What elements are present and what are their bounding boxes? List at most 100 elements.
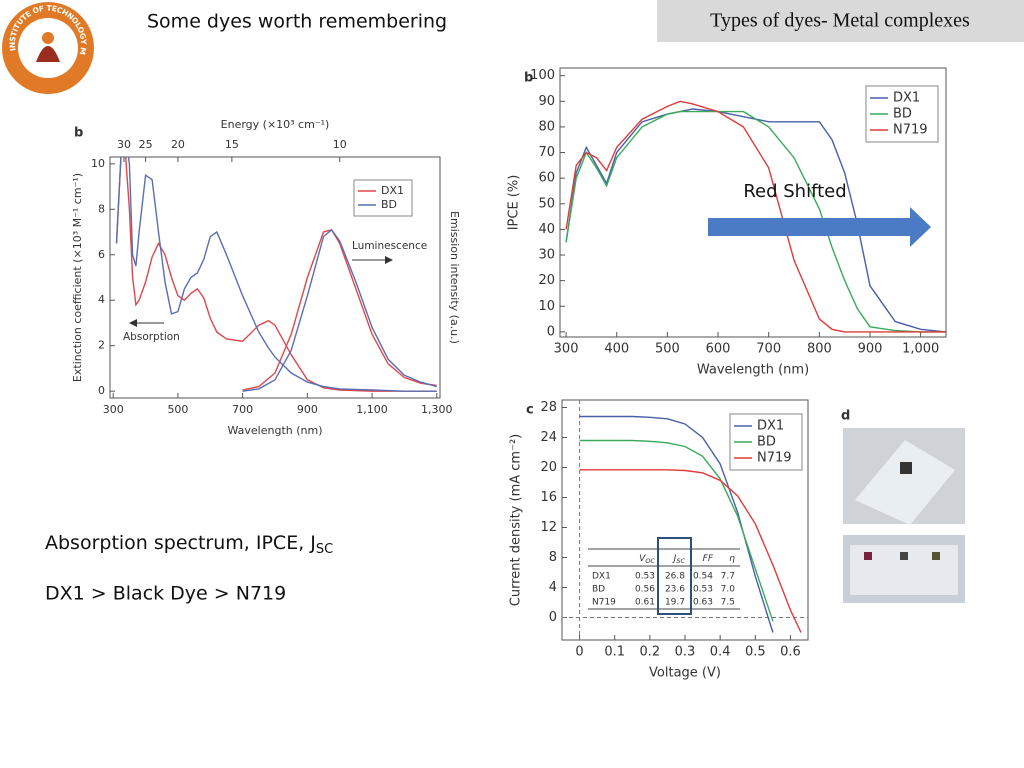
x-tick-label: 0.6 xyxy=(780,645,801,660)
y-tick-label: 16 xyxy=(540,490,557,505)
x-tick-label: 900 xyxy=(297,403,318,416)
legend-label: DX1 xyxy=(893,91,920,106)
legend-label: BD xyxy=(757,435,776,450)
x-tick-label: 300 xyxy=(554,342,579,357)
table-cell: 0.53 xyxy=(693,585,713,595)
x-tick-label: 700 xyxy=(756,342,781,357)
y-tick-label: 70 xyxy=(538,145,555,160)
x-tick-label: 1,300 xyxy=(421,403,453,416)
table-cell: 7.0 xyxy=(721,585,736,595)
note-1-main: Absorption spectrum, IPCE, J xyxy=(45,532,316,554)
legend-label: N719 xyxy=(893,123,928,138)
series-line xyxy=(579,439,774,622)
table-header: JSC xyxy=(672,554,686,566)
y-tick-label: 2 xyxy=(98,339,105,352)
y-tick-label: 24 xyxy=(540,430,557,445)
table-header-main: FF xyxy=(703,554,714,564)
section-box xyxy=(657,0,1024,42)
series-line xyxy=(565,100,946,333)
series-line xyxy=(242,228,437,391)
table-cell: 7.7 xyxy=(721,572,735,582)
x-tick-label: 800 xyxy=(807,342,832,357)
x-axis-label: Wavelength (nm) xyxy=(227,424,322,437)
x-tick-label: 300 xyxy=(103,403,124,416)
annotation: Luminescence xyxy=(352,240,427,252)
y-tick-label: 30 xyxy=(538,248,555,263)
table-header-main: J xyxy=(672,554,677,564)
x-tick-label: 700 xyxy=(232,403,253,416)
table-cell: 0.53 xyxy=(635,572,655,582)
photo-panel-label: d xyxy=(841,409,850,424)
table-header: VOC xyxy=(639,554,655,566)
series-line xyxy=(565,110,946,333)
y-tick-label: 0 xyxy=(549,610,557,625)
table-cell: 19.7 xyxy=(665,598,685,608)
x-tick-label: 900 xyxy=(858,342,883,357)
x-tick-label: 0 xyxy=(575,645,583,660)
photo-cell xyxy=(932,552,940,560)
table-header: η xyxy=(729,554,735,564)
y-tick-label: 28 xyxy=(540,400,557,415)
panel-label: c xyxy=(526,403,534,418)
x-tick-label: 0.2 xyxy=(640,645,661,660)
table-cell: 7.5 xyxy=(721,598,735,608)
y-tick-label: 4 xyxy=(549,580,557,595)
table-cell: N719 xyxy=(592,598,616,608)
y-tick-label: 10 xyxy=(91,157,105,170)
series-line xyxy=(242,228,437,392)
logo-flame xyxy=(42,32,54,44)
y-tick-label: 100 xyxy=(530,68,555,83)
table-cell: 0.54 xyxy=(693,572,713,582)
y-tick-label: 20 xyxy=(540,460,557,475)
x-tick-label: 1,000 xyxy=(902,342,939,357)
table-cell: 0.61 xyxy=(635,598,655,608)
x2-tick-label: 10 xyxy=(333,138,347,151)
legend-label: BD xyxy=(893,107,912,122)
x-axis-label: Wavelength (nm) xyxy=(697,363,809,378)
table-cell: 0.63 xyxy=(693,598,713,608)
panel-label: b xyxy=(74,126,83,141)
table-cell: 23.6 xyxy=(665,585,685,595)
legend-label: BD xyxy=(381,198,397,211)
series-line xyxy=(115,157,437,392)
x-tick-label: 1,100 xyxy=(356,403,388,416)
x-axis-label: Voltage (V) xyxy=(649,666,721,681)
series-line xyxy=(579,469,802,633)
plot-frame xyxy=(559,67,947,338)
y-tick-label: 8 xyxy=(549,550,557,565)
note-1-sub: SC xyxy=(316,542,333,557)
y-tick-label: 10 xyxy=(538,299,555,314)
annotation-arrow xyxy=(708,207,931,247)
series-line xyxy=(565,108,946,333)
photo: d xyxy=(841,409,965,603)
x2-tick-label: 30 xyxy=(117,138,131,151)
table-header-main: η xyxy=(729,554,735,564)
annotation: Red Shifted xyxy=(743,181,846,202)
series-line xyxy=(115,157,437,392)
x-tick-label: 500 xyxy=(167,403,188,416)
photo-glass xyxy=(855,440,955,525)
slide-title: Some dyes worth remembering xyxy=(147,11,447,33)
table-cell: DX1 xyxy=(592,572,611,582)
photo-cell xyxy=(900,552,908,560)
x-tick-label: 500 xyxy=(655,342,680,357)
plot-frame xyxy=(109,156,441,399)
y-tick-label: 40 xyxy=(538,222,555,237)
x-tick-label: 600 xyxy=(706,342,731,357)
y-axis-label: Extinction coefficient (×10³ M⁻¹ cm⁻¹) xyxy=(71,173,84,382)
annotation: Absorption xyxy=(123,331,180,343)
legend-label: DX1 xyxy=(381,184,404,197)
table-cell: 26.8 xyxy=(665,572,685,582)
y-tick-label: 90 xyxy=(538,94,555,109)
y-tick-label: 4 xyxy=(98,293,105,306)
note-2: DX1 > Black Dye > N719 xyxy=(45,583,286,605)
x-tick-label: 400 xyxy=(604,342,629,357)
table-header-main: V xyxy=(639,554,646,564)
table-cell: 0.56 xyxy=(635,585,655,595)
y-tick-label: 80 xyxy=(538,119,555,134)
photo-cell xyxy=(900,462,912,474)
x-tick-label: 0.5 xyxy=(745,645,766,660)
y-tick-label: 50 xyxy=(538,196,555,211)
x2-axis-label: Energy (×10³ cm⁻¹) xyxy=(221,118,330,131)
